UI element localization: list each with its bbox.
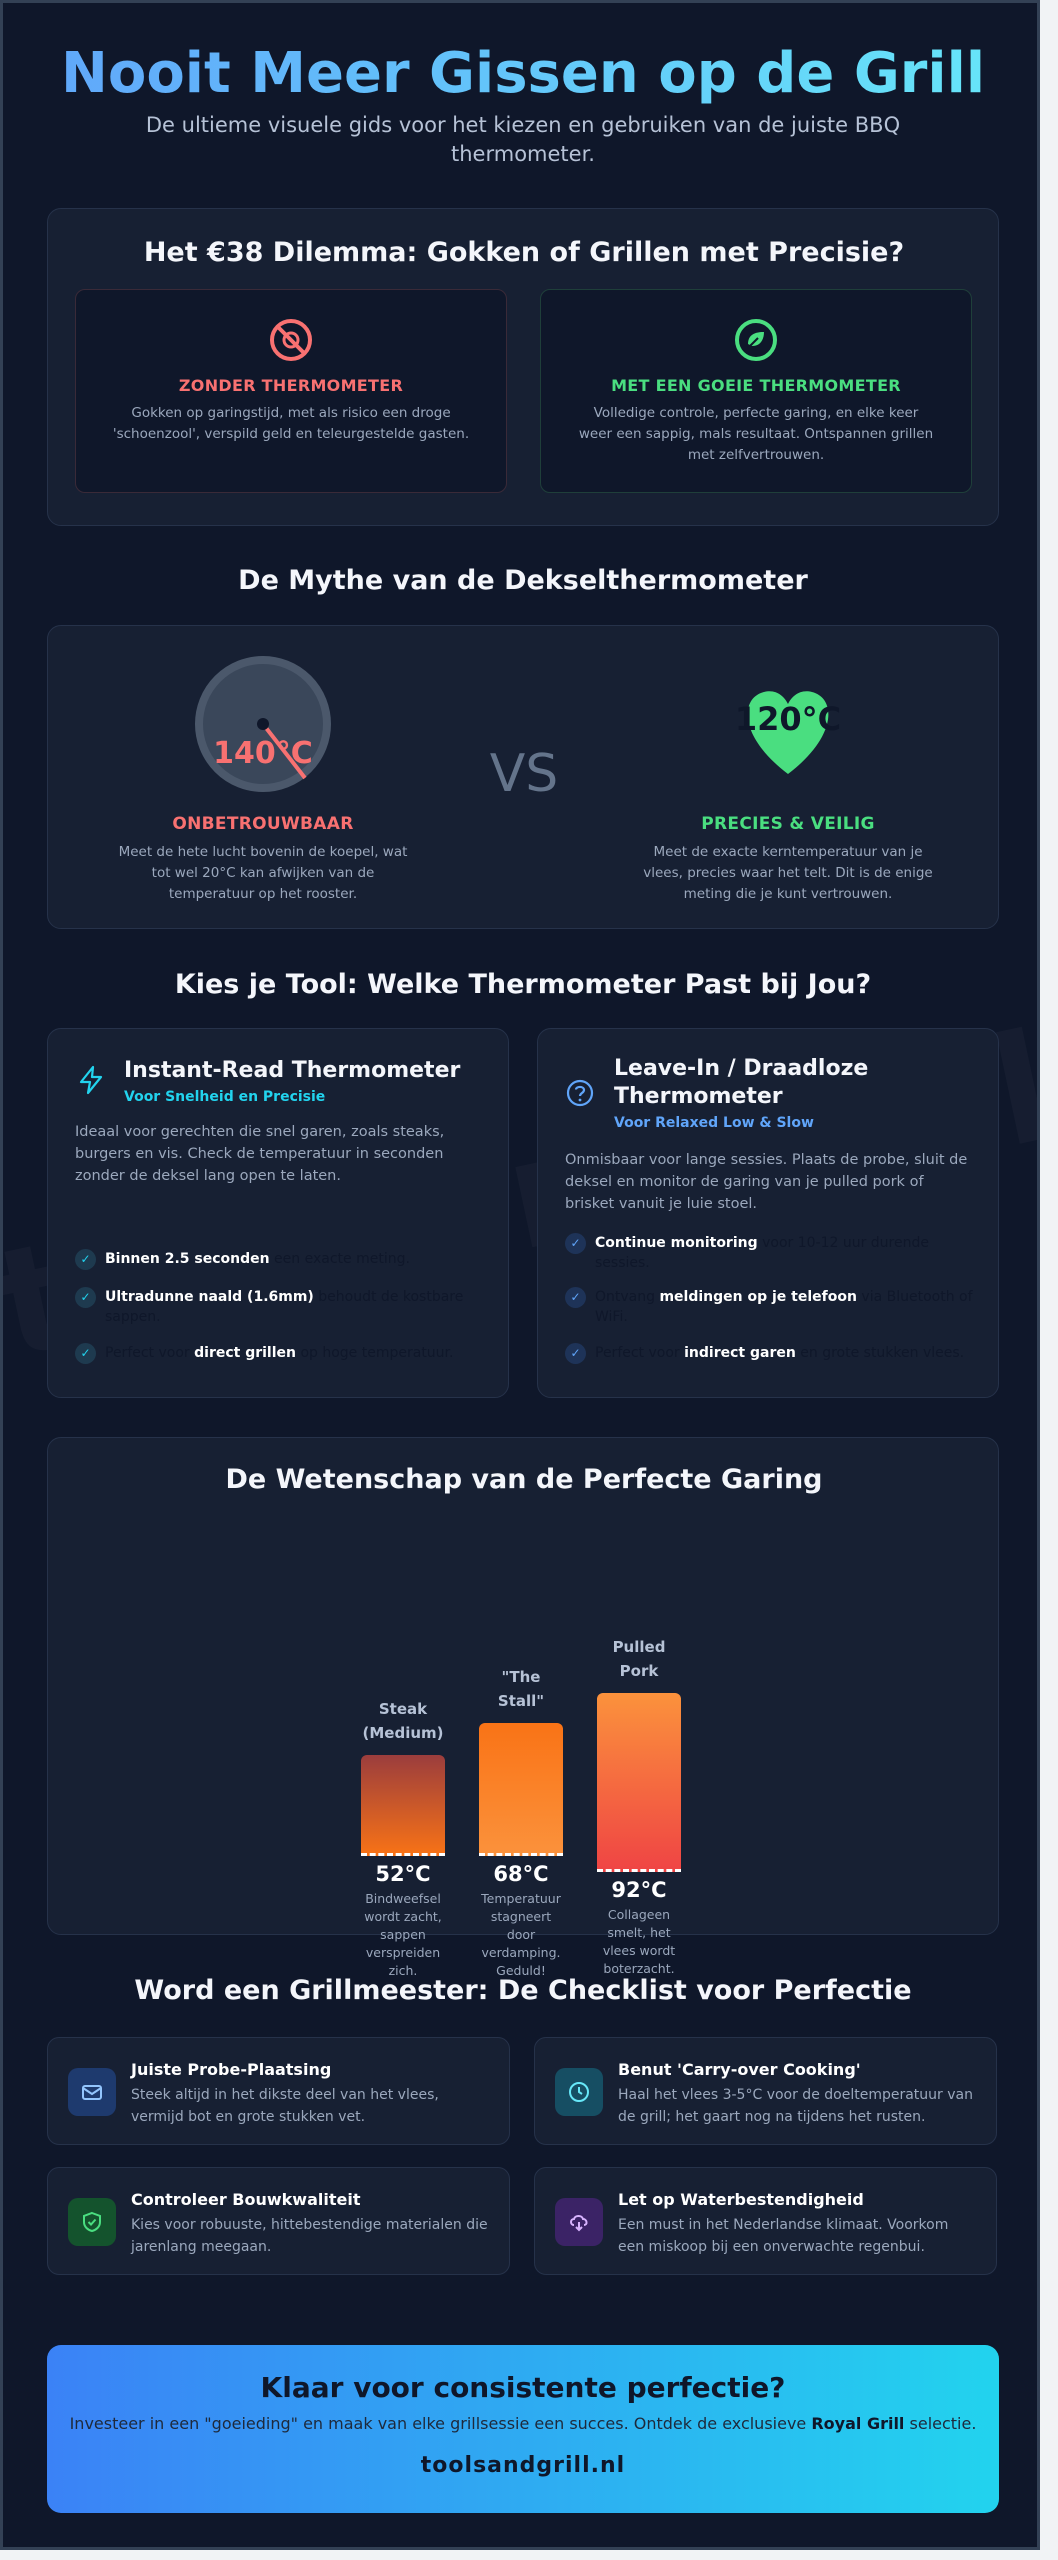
question-icon (566, 1079, 594, 1111)
bar-note: Bindweefsel wordt zacht, sappen versprei… (364, 1891, 442, 1978)
instant-read-tag: Voor Snelheid en Precisie (124, 1089, 326, 1105)
cta-banner: Klaar voor consistente perfectie? Invest… (47, 2345, 999, 2513)
leavein-feature-3: ✓ Perfect voor indirect garen en grote st… (565, 1343, 974, 1364)
card-without-thermometer: ZONDER THERMOMETER Gokken op garingstijd… (75, 289, 507, 493)
lid-text: Meet de hete lucht bovenin de koepel, wa… (118, 844, 408, 902)
bar-threshold-line (597, 1869, 681, 1872)
bar-label: "The Stall" (497, 1668, 545, 1711)
bar-label: Pulled Pork (612, 1637, 666, 1680)
checklist-title-text: Controleer Bouwkwaliteit (131, 2190, 361, 2209)
checklist-text: Steek altijd in het dikste deel van het … (131, 2087, 439, 2125)
instant-read-desc: Ideaal voor gerechten die snel garen, zo… (75, 1124, 445, 1184)
checklist-card: Controleer Bouwkwaliteit Kies voor robuus… (47, 2167, 510, 2275)
lid-reading: 140°C (213, 736, 313, 771)
checklist-text: Kies voor robuuste, hittebestendige mate… (131, 2217, 488, 2255)
with-text: Volledige controle, perfecte garing, en … (578, 405, 934, 463)
lightning-icon (76, 1065, 106, 1099)
bar-column: Steak (Medium) 52°C Bindweefsel wordt zach… (361, 1438, 445, 1978)
leave-in-name: Leave-In / Draadloze Thermometer (614, 1056, 869, 1109)
checklist-title-text: Benut 'Carry-over Cooking' (618, 2060, 861, 2079)
leave-in-card: Leave-In / Draadloze Thermometer Voor Re… (537, 1028, 999, 1398)
bar-column: "The Stall" 68°C Temperatuur stagneert doo… (479, 1438, 563, 1978)
cta-title: Klaar voor consistente perfectie? (260, 2371, 786, 2404)
dilemma-title: Het €38 Dilemma: Gokken of Grillen met P… (143, 237, 905, 268)
bar-temperature: 52°C (375, 1862, 431, 1886)
without-label: ZONDER THERMOMETER (178, 376, 404, 395)
cta-text: Investeer in een "goeieding" en maak van… (69, 2414, 977, 2433)
check-icon: ✓ (75, 1343, 96, 1364)
check-icon: ✓ (565, 1287, 586, 1308)
probe-label: PRECIES & VEILIG (701, 814, 875, 834)
clock-icon (555, 2068, 603, 2116)
myth-section: 140°C ONBETROUWBAAR Meet de hete lucht b… (47, 625, 999, 929)
bar (479, 1723, 563, 1856)
with-label: MET EEN GOEIE THERMOMETER (611, 376, 901, 395)
checklist-card: Juiste Probe-Plaatsing Steek altijd in he… (47, 2037, 510, 2145)
lid-thermometer-column: 140°C ONBETROUWBAAR Meet de hete lucht b… (113, 626, 413, 905)
card-with-thermometer: MET EEN GOEIE THERMOMETER Volledige cont… (540, 289, 972, 493)
shield-check-icon (68, 2198, 116, 2246)
instant-feature-2: ✓ Ultradunne naald (1.6mm) behoudt de kos… (75, 1287, 484, 1327)
leave-in-tag: Voor Relaxed Low & Slow (614, 1115, 814, 1131)
bar-temperature: 92°C (611, 1878, 667, 1902)
checklist-card: Benut 'Carry-over Cooking' Haal het vlees… (534, 2037, 997, 2145)
leave-in-desc: Onmisbaar voor lange sessies. Plaats de … (565, 1152, 968, 1212)
lid-gauge: 140°C (193, 654, 333, 794)
heart-gauge: 120°C (718, 654, 858, 794)
bar (597, 1692, 681, 1872)
vs-label: VS (489, 744, 559, 804)
dilemma-section: Het €38 Dilemma: Gokken of Grillen met P… (47, 208, 999, 526)
bar (361, 1754, 445, 1856)
leaf-icon (734, 318, 778, 362)
ban-icon (269, 318, 313, 362)
tools-title: Kies je Tool: Welke Thermometer Past bij… (174, 969, 872, 1000)
bar-note: Collageen smelt, het vlees wordt boterza… (602, 1907, 676, 1976)
instant-read-name: Instant-Read Thermometer (124, 1058, 461, 1083)
leavein-feature-1: ✓ Continue monitoring voor 10-12 uur dure… (565, 1233, 974, 1273)
bar-note: Temperatuur stagneert door verdamping. G… (481, 1891, 561, 1978)
page-title: Nooit Meer Gissen op de Grill (3, 41, 1037, 106)
cta-site-link[interactable]: toolsandgrill.nl (420, 2453, 626, 2478)
check-icon: ✓ (565, 1233, 586, 1254)
bar-threshold-line (361, 1853, 445, 1856)
checklist-title-text: Let op Waterbestendigheid (618, 2190, 864, 2209)
checklist-title: Word een Grillmeester: De Checklist voor… (134, 1975, 912, 2006)
page: toolsandgrill.nl Nooit Meer Gissen op de… (0, 0, 1040, 2550)
myth-title: De Mythe van de Dekselthermometer (238, 565, 808, 596)
check-icon: ✓ (565, 1343, 586, 1364)
instant-feature-1: ✓ Binnen 2.5 seconden een exacte meting. (75, 1249, 484, 1270)
without-text: Gokken op garingstijd, met als risico ee… (112, 405, 470, 442)
bar-temperature: 68°C (493, 1862, 549, 1886)
checklist-card: Let op Waterbestendigheid Een must in het… (534, 2167, 997, 2275)
bar-label: Steak (Medium) (362, 1699, 444, 1742)
check-icon: ✓ (75, 1287, 96, 1308)
bar-threshold-line (479, 1853, 563, 1856)
leavein-feature-2: ✓ Ontvang meldingen op je telefoon via Bl… (565, 1287, 974, 1327)
check-icon: ✓ (75, 1249, 96, 1270)
science-title: De Wetenschap van de Perfecte Garing (225, 1464, 823, 1495)
probe-thermometer-column: 120°C PRECIES & VEILIG Meet de exacte ke… (638, 626, 938, 905)
doneness-bars: Steak (Medium) 52°C Bindweefsel wordt zach… (48, 1438, 1000, 1978)
page-subtitle: De ultieme visuele gids voor het kiezen … (145, 113, 901, 166)
checklist-text: Haal het vlees 3-5°C voor de doeltempera… (618, 2087, 973, 2125)
probe-text: Meet de exacte kerntemperatuur van je vl… (643, 844, 933, 902)
probe-reading: 120°C (734, 700, 842, 738)
cloud-rain-icon (555, 2198, 603, 2246)
science-section: De Wetenschap van de Perfecte Garing Ste… (47, 1437, 1000, 1978)
lid-label: ONBETROUWBAAR (172, 814, 354, 834)
bar-column: Pulled Pork 92°C Collageen smelt, het vlee… (597, 1438, 681, 1976)
checklist-text: Een must in het Nederlandse klimaat. Voo… (618, 2217, 949, 2255)
envelope-icon (68, 2068, 116, 2116)
instant-read-card: Instant-Read Thermometer Voor Snelheid e… (47, 1028, 509, 1398)
instant-feature-3: ✓ Perfect voor direct grillen op hoge tem… (75, 1343, 484, 1364)
checklist-title-text: Juiste Probe-Plaatsing (131, 2060, 332, 2079)
